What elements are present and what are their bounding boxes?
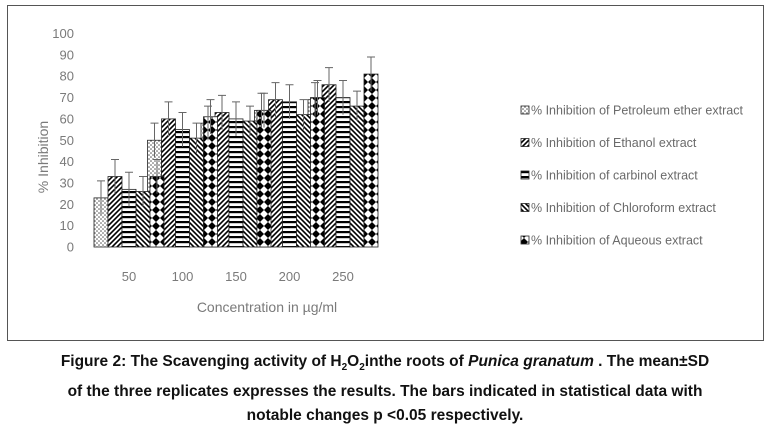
legend-swatch (520, 203, 530, 212)
error-bar (206, 99, 215, 134)
error-bar (218, 94, 226, 130)
x-tick-label: 100 (172, 269, 194, 284)
bar (242, 120, 258, 248)
bar (310, 97, 325, 248)
y-axis-ticks: 0 10 20 30 40 50 60 70 80 90 100 (52, 26, 74, 255)
bar (349, 105, 365, 248)
y-tick-label: 80 (60, 69, 74, 84)
chart-frame: 0 10 20 30 40 50 60 70 80 90 100 50 100 150 200 250 % … (7, 5, 764, 341)
y-axis-title: % Inhibition (35, 121, 51, 193)
legend-label: % Inhibition of carbinol extract (531, 169, 698, 183)
error-bar (153, 158, 161, 194)
error-bar (192, 122, 201, 154)
x-axis-title: Concentration in µg/ml (197, 299, 337, 315)
x-tick-label: 200 (279, 269, 301, 284)
legend-swatch (520, 105, 530, 115)
bar (282, 101, 297, 248)
bar (296, 114, 311, 248)
x-tick-label: 250 (332, 269, 354, 284)
legend-label: % Inhibition of Ethanol extract (531, 136, 697, 150)
y-tick-label: 100 (52, 26, 74, 41)
legend-label: % Inhibition of Petroleum ether extract (531, 104, 743, 118)
error-bar (271, 82, 280, 117)
caption-line-3: notable changes p <0.05 respectively. (246, 407, 524, 425)
error-bar (178, 111, 187, 147)
y-tick-label: 60 (60, 111, 74, 126)
error-bars (97, 56, 375, 215)
y-tick-label: 70 (60, 90, 74, 105)
y-tick-label: 50 (60, 133, 74, 148)
bar (256, 109, 272, 248)
error-bar (299, 99, 308, 130)
y-tick-label: 20 (60, 197, 74, 212)
bar (335, 97, 351, 248)
error-bar (150, 122, 159, 158)
error-bar (367, 56, 375, 92)
y-tick-label: 10 (60, 218, 74, 233)
error-bar (125, 171, 133, 207)
error-bar (97, 180, 105, 215)
legend-label: % Inhibition of Chloroform extract (531, 201, 716, 215)
figure-caption: Figure 2: The Scavenging activity of H2O… (0, 350, 770, 428)
bar (363, 73, 379, 248)
error-bar (232, 101, 240, 136)
bar (175, 129, 190, 248)
y-tick-label: 0 (67, 240, 74, 255)
caption-line-1: Figure 2: The Scavenging activity of H2O… (60, 353, 710, 374)
error-bar (313, 79, 322, 115)
legend-label: % Inhibition of Aqueous extract (531, 234, 703, 248)
y-tick-label: 30 (60, 175, 74, 190)
legend-swatch (520, 138, 530, 147)
bar (228, 118, 244, 248)
y-tick-label: 90 (60, 47, 74, 62)
error-bar (285, 84, 294, 119)
error-bar (246, 105, 254, 136)
bar (203, 116, 218, 248)
bar (189, 137, 204, 248)
bar-chart: 0 10 20 30 40 50 60 70 80 90 100 50 100 150 200 250 % … (35, 26, 743, 315)
error-bar (260, 92, 268, 128)
error-bar (111, 158, 119, 194)
error-bar (325, 67, 333, 102)
error-bar (139, 176, 147, 207)
legend-swatch (520, 235, 530, 245)
error-bar (339, 79, 347, 115)
x-tick-label: 150 (225, 269, 247, 284)
species-name: Punica granatum (468, 353, 594, 370)
error-bar (353, 90, 361, 122)
caption-line-2: of the three replicates expresses the re… (67, 383, 703, 401)
legend-swatch (520, 170, 530, 180)
error-bar (164, 101, 173, 136)
x-axis-ticks: 50 100 150 200 250 (122, 269, 354, 284)
bar-series (93, 73, 379, 248)
legend: % Inhibition of Petroleum ether extract%… (520, 104, 743, 248)
x-tick-label: 50 (122, 269, 136, 284)
y-tick-label: 40 (60, 154, 74, 169)
